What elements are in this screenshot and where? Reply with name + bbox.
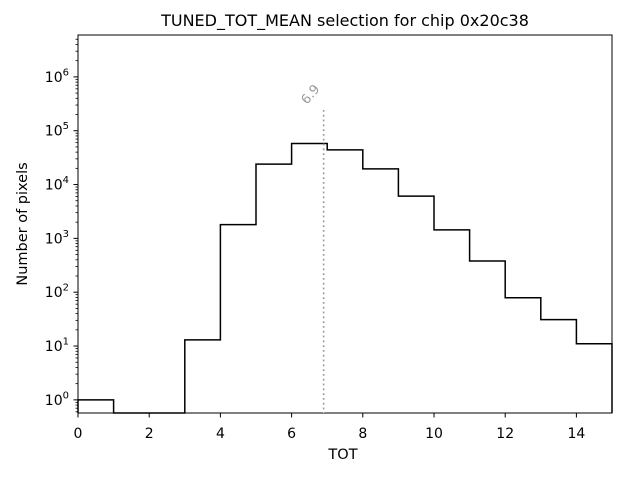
y-tick-label: 105: [45, 121, 69, 140]
y-tick-label: 102: [45, 283, 69, 302]
y-tick-label: 100: [45, 390, 69, 409]
x-tick-label: 2: [145, 426, 154, 442]
axes-spines: [77, 34, 613, 414]
x-tick-label: 12: [496, 426, 514, 442]
x-tick-label: 8: [358, 426, 367, 442]
x-tick-label: 0: [74, 426, 83, 442]
x-axis-label: TOT: [327, 447, 357, 463]
histogram-step-line: [77, 142, 613, 414]
y-tick-label: 104: [45, 175, 69, 194]
y-axis-label: Number of pixels: [15, 162, 31, 285]
x-tick-label: 4: [216, 426, 225, 442]
chart-title: TUNED_TOT_MEAN selection for chip 0x20c3…: [160, 11, 529, 31]
y-tick-label: 101: [45, 337, 69, 356]
x-tick-label: 14: [567, 426, 585, 442]
x-tick-label: 10: [425, 426, 443, 442]
vline-value-label: 6.9: [299, 82, 324, 107]
y-tick-label: 106: [45, 67, 69, 86]
x-tick-label: 6: [287, 426, 296, 442]
y-tick-label: 103: [45, 229, 69, 248]
plot-area: 0 2 4 6 8 10 12 14 100 101 102 103 104 105 106: [45, 34, 613, 442]
